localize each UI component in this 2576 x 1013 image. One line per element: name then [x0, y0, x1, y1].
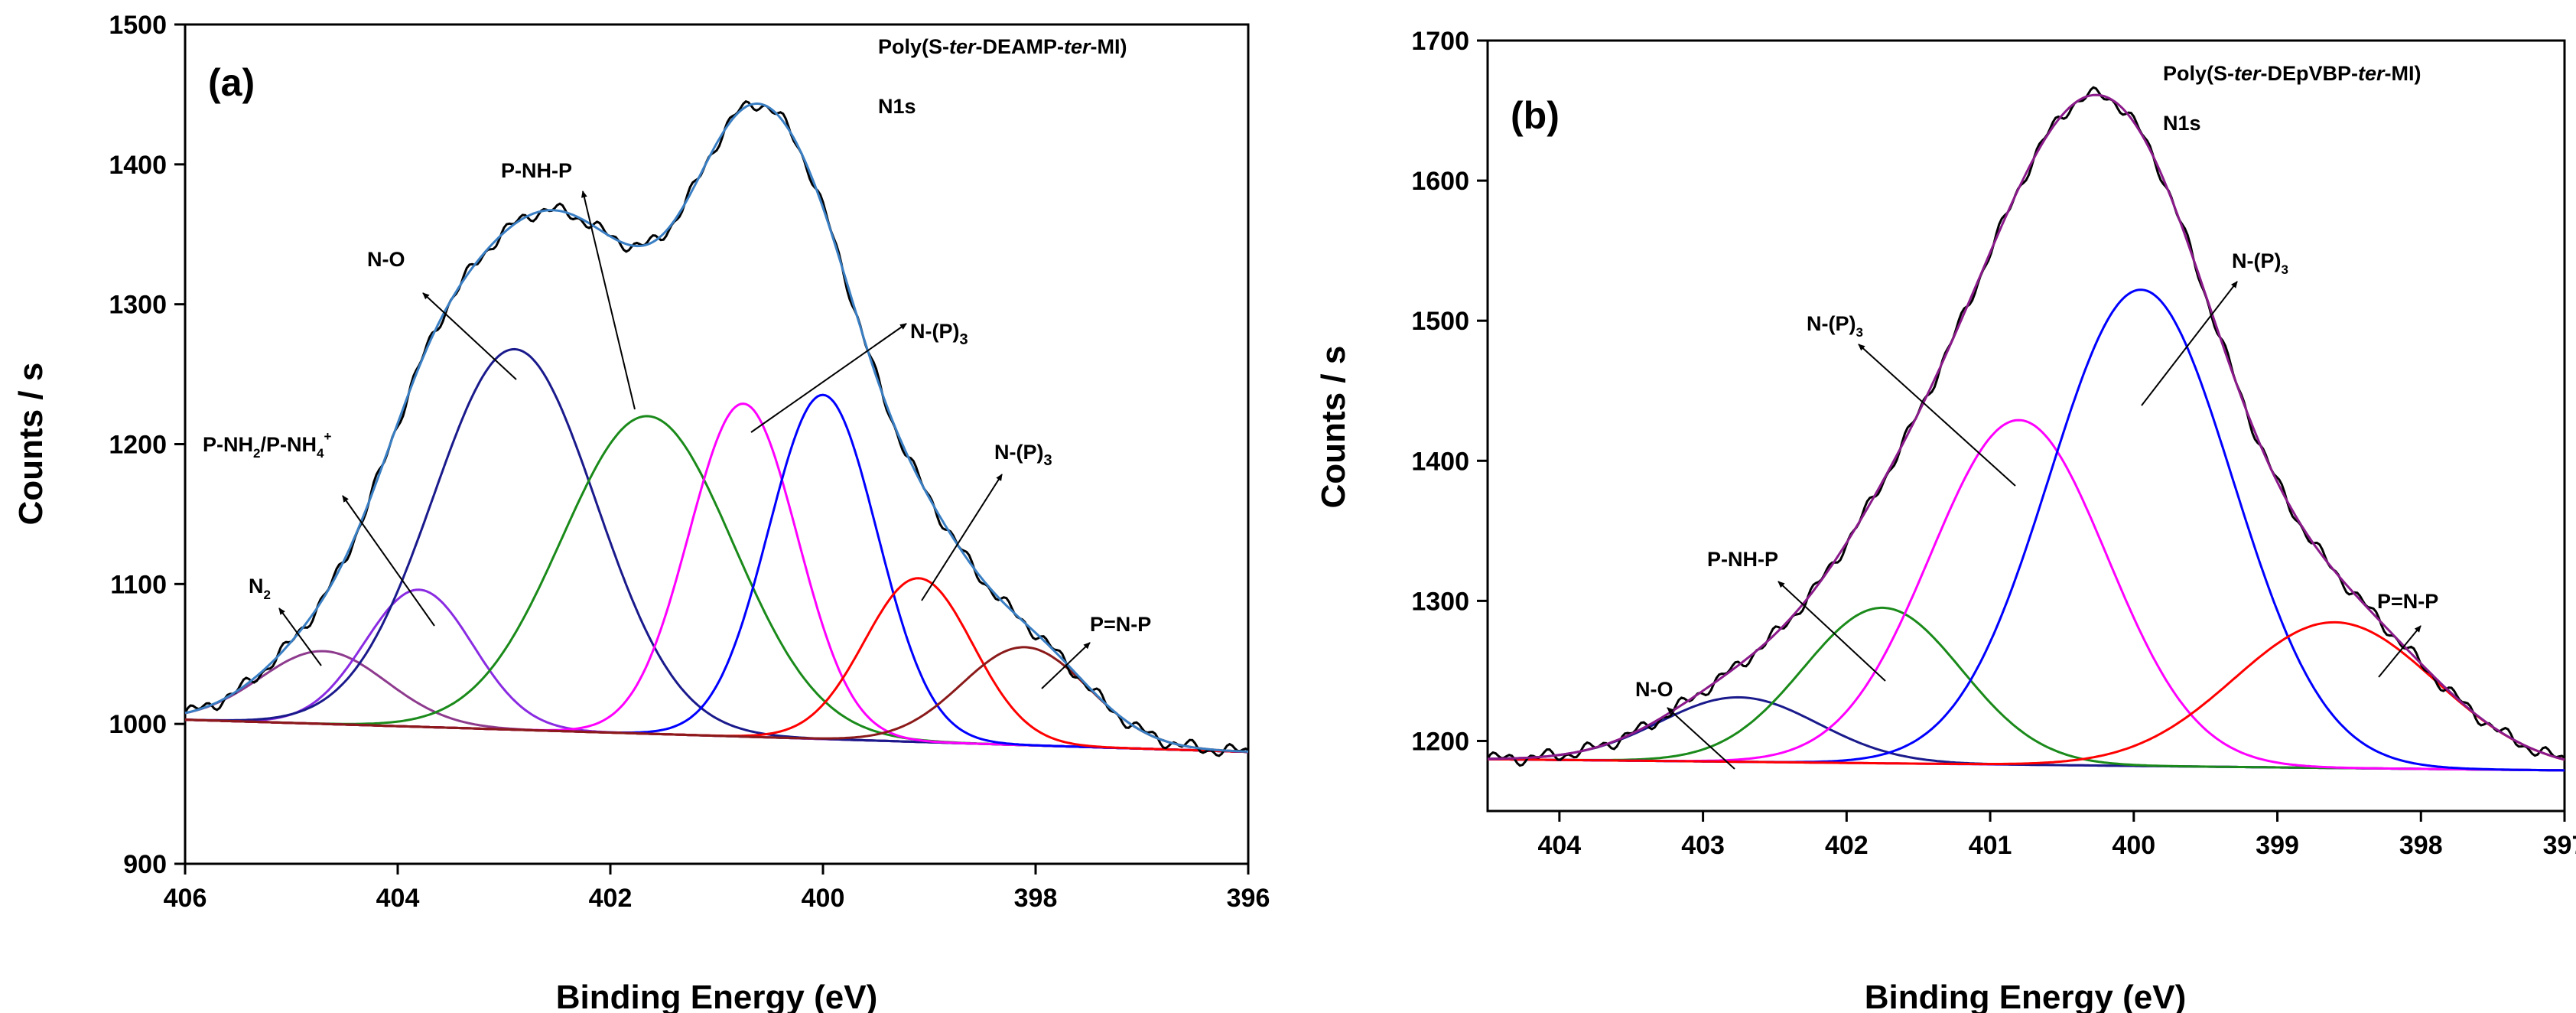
arrow-n-p3-upper: [750, 323, 907, 433]
panel-b-y-axis-title: Counts / s: [1315, 346, 1352, 509]
annotation-p-n-p: P=N-P: [1090, 613, 1151, 636]
arrow-b-n-p3-left: [1858, 344, 2016, 487]
arrow-n-o: [422, 292, 517, 380]
y-tick-label: 1300: [1411, 587, 1469, 616]
x-tick-label: 400: [802, 884, 845, 913]
experimental-line: [184, 99, 1249, 757]
panel-b-curves: [1486, 86, 2565, 772]
panel-b-label: (b): [1511, 94, 1560, 137]
annotation-b-p-n-p: P=N-P: [2377, 590, 2438, 613]
component-peak: [184, 415, 1249, 754]
x-tick-label: 399: [2256, 831, 2299, 860]
y-tick-label: 1600: [1411, 167, 1469, 196]
panel-b-plot-frame: [1486, 39, 2566, 813]
x-tick-label: 402: [1825, 831, 1869, 860]
annotation-b-n-p3-left: N-(P)3: [1807, 312, 1863, 340]
y-tick-label: 1400: [1411, 447, 1469, 476]
x-tick-label: 402: [589, 884, 633, 913]
arrow-p-nh2: [342, 495, 435, 627]
x-tick-label: 404: [376, 884, 420, 913]
arrow-b-p-nh-p: [1778, 581, 1886, 682]
panel-b-annotations: N-O P-NH-P N-(P)3 N-(P)3 P=N-P: [1635, 249, 2438, 770]
component-peak: [184, 588, 1249, 754]
panel-a-y-ticks: 900 1000 1100 1200 1300 1400 1500: [109, 11, 185, 879]
x-tick-label: 396: [1227, 884, 1270, 913]
panel-b-y-ticks: 1200 1300 1400 1500 1600 1700: [1411, 27, 1488, 756]
y-tick-label: 900: [123, 850, 167, 879]
panel-a-x-ticks: 406 404 402 400 398 396: [164, 864, 1270, 913]
x-tick-label: 404: [1537, 831, 1581, 860]
panel-a-y-axis-title: Counts / s: [12, 363, 50, 526]
arrow-n-p3-lower: [921, 474, 1003, 601]
component-peak: [184, 577, 1249, 754]
component-peak: [184, 402, 1249, 754]
panel-b: 404 403 402 401 400 399 398 397 1200 1300 1400 150…: [1315, 27, 2576, 1013]
arrow-b-n-p3-right: [2141, 281, 2238, 406]
component-peak: [184, 347, 1249, 754]
annotation-b-p-nh-p: P-NH-P: [1707, 548, 1778, 571]
y-tick-label: 1000: [109, 710, 167, 739]
arrow-b-n-o: [1667, 707, 1735, 770]
y-tick-label: 1700: [1411, 27, 1469, 56]
panel-a-title: Poly(S-ter-DEAMP-ter-MI): [878, 35, 1127, 58]
arrow-b-p-n-p: [2378, 625, 2422, 678]
experimental-line: [1486, 86, 2565, 767]
y-tick-label: 1400: [109, 151, 167, 180]
panel-a-subtitle: N1s: [878, 95, 916, 118]
panel-a-curves: [184, 99, 1249, 757]
x-tick-label: 397: [2543, 831, 2576, 860]
component-peak: [184, 393, 1249, 754]
x-tick-label: 398: [1014, 884, 1058, 913]
component-peak: [184, 646, 1249, 753]
panel-a-label: (a): [208, 61, 255, 104]
component-peak: [1488, 621, 2565, 766]
annotation-n2: N2: [249, 575, 271, 602]
panel-a-annotations: N2 P-NH2/P-NH4+ N-O P-NH-P N-(P)3 N-(P)3…: [203, 159, 1151, 689]
panel-b-x-ticks: 404 403 402 401 400 399 398 397: [1537, 811, 2576, 860]
arrow-n2: [278, 607, 322, 666]
y-tick-label: 1100: [110, 570, 167, 599]
arrow-p-nh-p: [581, 191, 636, 410]
annotation-p-nh-p: P-NH-P: [501, 159, 572, 182]
arrow-p-n-p: [1041, 642, 1091, 689]
x-tick-label: 400: [2112, 831, 2155, 860]
x-tick-label: 403: [1681, 831, 1725, 860]
panel-b-x-axis-title: Binding Energy (eV): [1865, 979, 2186, 1013]
panel-b-title: Poly(S-ter-DEpVBP-ter-MI): [2163, 62, 2422, 85]
y-tick-label: 1200: [1411, 727, 1469, 756]
y-tick-label: 1300: [109, 291, 167, 320]
annotation-p-nh2: P-NH2/P-NH4+: [203, 429, 331, 461]
x-tick-label: 406: [164, 884, 207, 913]
annotation-n-p3-lower: N-(P)3: [994, 441, 1052, 469]
x-tick-label: 401: [1969, 831, 2012, 860]
panel-b-subtitle: N1s: [2163, 112, 2201, 135]
y-tick-label: 1200: [109, 431, 167, 460]
annotation-b-n-o: N-O: [1635, 678, 1673, 701]
annotation-b-n-p3-right: N-(P)3: [2232, 249, 2288, 277]
panel-a-x-axis-title: Binding Energy (eV): [556, 979, 877, 1013]
envelope-line: [184, 102, 1249, 753]
annotation-n-o: N-O: [367, 248, 405, 271]
envelope-line: [1488, 93, 2565, 761]
x-tick-label: 398: [2399, 831, 2443, 860]
y-tick-label: 1500: [1411, 307, 1469, 336]
panel-a: 406 404 402 400 398 396 900 1000 1100 1200 1300 14…: [12, 11, 1270, 1013]
y-tick-label: 1500: [109, 11, 167, 40]
annotation-n-p3-upper: N-(P)3: [910, 320, 968, 348]
